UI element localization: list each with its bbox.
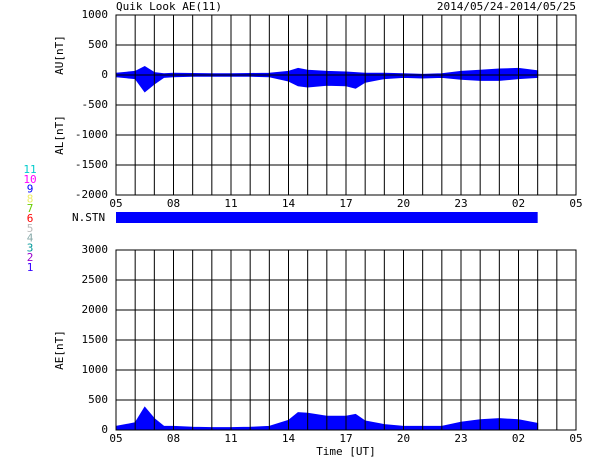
- station-count: 1: [27, 261, 34, 274]
- date-range: 2014/05/24-2014/05/25: [437, 0, 576, 13]
- station-count: 11: [23, 163, 36, 176]
- y-tick-label: -500: [82, 98, 109, 111]
- y-tick-label: -2000: [75, 188, 108, 201]
- title: Quik Look AE(11): [116, 0, 222, 13]
- y-tick-label: 0: [101, 423, 108, 436]
- plot-frame: [115, 14, 577, 196]
- x-tick-label: 08: [167, 197, 180, 210]
- x-tick-label: 23: [454, 432, 467, 445]
- y-tick-label: 2000: [82, 303, 109, 316]
- x-tick-label: 05: [109, 197, 122, 210]
- station-count: 10: [23, 173, 36, 186]
- y-axis-label: AU[nT]: [53, 35, 66, 75]
- y-tick-label: -1500: [75, 158, 108, 171]
- x-tick-label: 20: [397, 197, 410, 210]
- x-tick-label: 14: [282, 197, 296, 210]
- x-tick-label: 02: [512, 197, 525, 210]
- station-count: 7: [27, 202, 34, 215]
- n-stn-label: N.STN: [72, 211, 105, 224]
- station-count: 6: [27, 212, 34, 225]
- y-axis-label: AL[nT]: [53, 115, 66, 155]
- x-tick-label: 08: [167, 432, 180, 445]
- x-tick-label: 02: [512, 432, 525, 445]
- x-tick-label: 05: [569, 432, 582, 445]
- x-tick-label: 11: [224, 197, 237, 210]
- station-count: 5: [27, 222, 34, 235]
- y-tick-label: 1500: [82, 333, 109, 346]
- station-count: 2: [27, 251, 34, 264]
- station-count: 3: [27, 241, 34, 254]
- x-tick-label: 14: [282, 432, 296, 445]
- y-tick-label: -1000: [75, 128, 108, 141]
- plot-frame: [115, 249, 577, 431]
- station-count: 8: [27, 192, 34, 205]
- x-tick-label: 17: [339, 432, 352, 445]
- x-tick-label: 05: [569, 197, 582, 210]
- x-tick-label: 11: [224, 432, 237, 445]
- station-count: 9: [27, 183, 34, 196]
- n-stn-bar: [116, 212, 538, 223]
- y-tick-label: 500: [88, 38, 108, 51]
- x-tick-label: 17: [339, 197, 352, 210]
- y-tick-label: 3000: [82, 243, 109, 256]
- y-tick-label: 1000: [82, 363, 109, 376]
- x-tick-label: 23: [454, 197, 467, 210]
- x-tick-label: 20: [397, 432, 410, 445]
- y-tick-label: 1000: [82, 8, 109, 21]
- y-axis-label: AE[nT]: [53, 330, 66, 370]
- y-tick-label: 500: [88, 393, 108, 406]
- y-tick-label: 2500: [82, 273, 109, 286]
- station-count: 4: [27, 232, 34, 245]
- y-tick-label: 0: [101, 68, 108, 81]
- x-tick-label: 05: [109, 432, 122, 445]
- x-axis-label: Time [UT]: [316, 445, 376, 458]
